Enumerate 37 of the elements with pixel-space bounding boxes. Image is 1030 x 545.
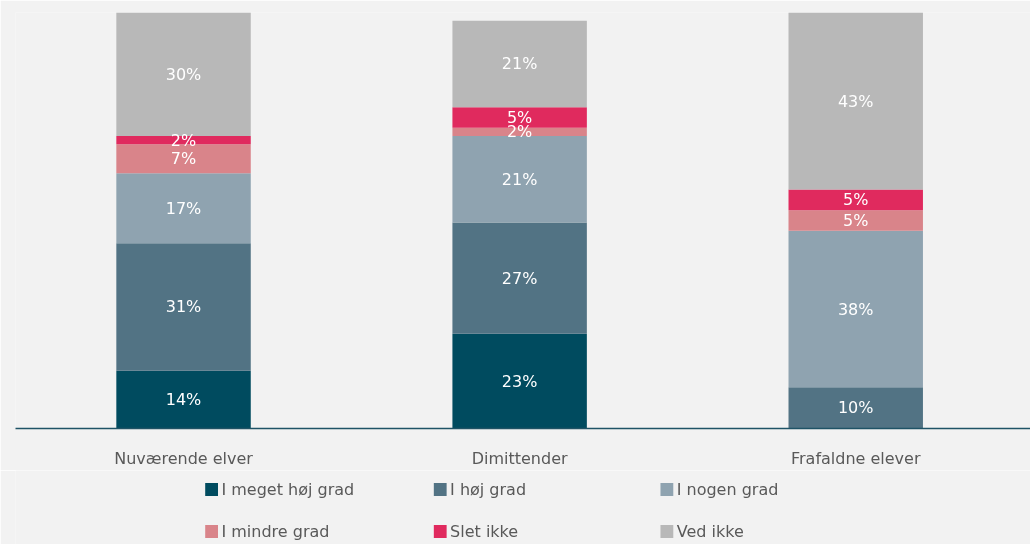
data-label: 2% [170, 130, 197, 150]
data-label: 30% [165, 64, 202, 84]
data-label: 7% [170, 149, 197, 169]
bar [452, 136, 587, 223]
bar [788, 387, 923, 429]
bar [788, 12, 923, 190]
data-label: 23% [501, 371, 538, 391]
bar [788, 230, 923, 388]
x-tick-label: Frafaldne elever [790, 448, 921, 468]
bar [788, 189, 923, 211]
data-label: 31% [165, 297, 202, 317]
data-label: 5% [843, 211, 869, 230]
bar [116, 144, 251, 174]
bar [116, 370, 251, 429]
data-label: 21% [501, 54, 538, 74]
legend-label: I mindre grad [221, 522, 330, 541]
data-label: 38% [837, 299, 874, 319]
legend-label: I meget høj grad [221, 480, 355, 499]
bar [116, 173, 251, 244]
data-label: 10% [837, 398, 874, 418]
x-tick-label: Dimittender [471, 448, 569, 468]
data-label: 27% [501, 268, 538, 288]
bar [452, 20, 587, 108]
data-label: 21% [501, 169, 538, 189]
legend-label: Ved ikke [676, 522, 744, 541]
data-label: 5% [843, 190, 869, 210]
bar [116, 243, 251, 371]
data-label: 43% [837, 91, 874, 111]
legend-label: Slet ikke [450, 522, 519, 541]
bar [788, 210, 923, 231]
legend-label: I høj grad [450, 480, 527, 499]
data-label: 14% [165, 390, 202, 410]
data-label: 17% [165, 198, 202, 218]
bar [452, 333, 587, 429]
legend-label: I nogen grad [676, 480, 779, 499]
bar [452, 222, 587, 334]
x-tick-label: Nuværende elver [114, 448, 254, 468]
